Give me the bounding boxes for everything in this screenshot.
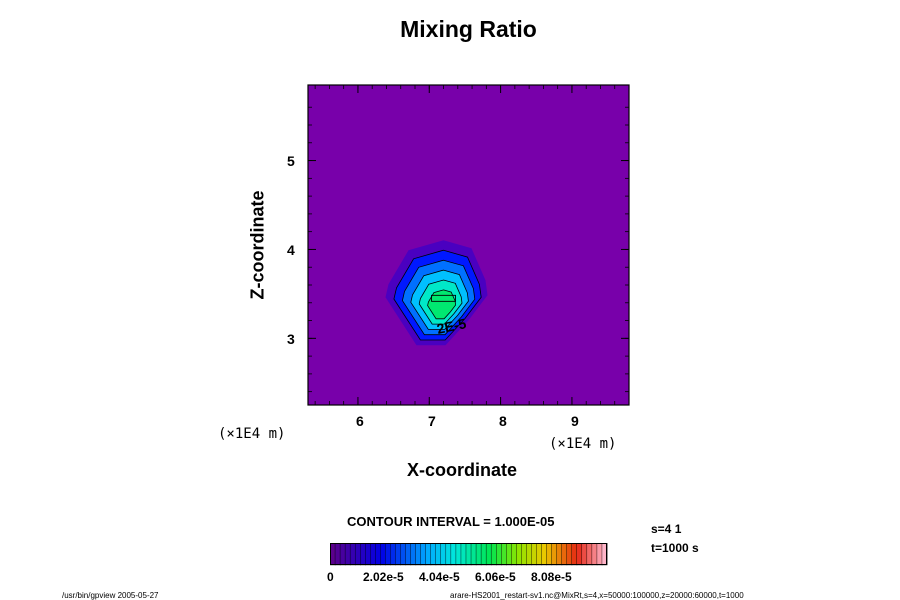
colorbar-cell (349, 543, 356, 566)
contour-label: 2E-5 (435, 315, 467, 337)
colorbar-cell (365, 543, 371, 566)
colorbar-cell (571, 543, 578, 566)
colorbar-cell (410, 543, 417, 566)
contour-interval: CONTOUR INTERVAL = 1.000E-05 (347, 514, 555, 529)
colorbar-cell (526, 543, 532, 566)
colorbar-cell (339, 543, 346, 566)
axis-ticks (308, 85, 629, 405)
colorbar-cell (395, 543, 402, 566)
colorbar-tick-1: 2.02e-5 (363, 570, 404, 584)
colorbar-cell (475, 543, 482, 566)
colorbar-cell (495, 543, 502, 566)
y-axis-unit: (×1E4 m) (218, 426, 286, 442)
y-tick-4: 4 (287, 242, 295, 258)
colorbar-cell (415, 543, 422, 566)
colorbar-cell (455, 543, 462, 566)
colorbar-cell (561, 543, 568, 566)
colorbar-cell (460, 543, 467, 566)
colorbar-cell (551, 543, 558, 566)
colorbar-cell (485, 543, 492, 566)
colorbar-cell (521, 543, 527, 566)
colorbar-cell (435, 543, 442, 566)
colorbar-cell (516, 543, 522, 566)
colorbar-cell (465, 543, 472, 566)
y-tick-3: 3 (287, 331, 295, 347)
colorbar-cell (546, 543, 553, 566)
colorbar-cell (511, 543, 517, 566)
contour-fills (308, 85, 629, 405)
colorbar-cell (400, 543, 407, 566)
colorbar-tick-0: 0 (327, 570, 334, 584)
colorbar-cell (425, 543, 432, 566)
colorbar-cell (375, 543, 381, 566)
colorbar-cell (405, 543, 412, 566)
y-tick-5: 5 (287, 153, 295, 169)
colorbar-cell (531, 543, 537, 566)
colorbar-tick-2: 4.04e-5 (419, 570, 460, 584)
colorbar-cell (506, 543, 512, 566)
colorbar-cell (390, 543, 396, 566)
colorbar-cell (360, 543, 366, 566)
time-info: t=1000 s (651, 541, 699, 555)
footer-right: arare-HS2001_restart-sv1.nc@MixRt,s=4,x=… (450, 591, 744, 600)
colorbar-tick-3: 6.06e-5 (475, 570, 516, 584)
colorbar-cell (380, 543, 386, 566)
colorbar-cell (556, 543, 563, 566)
colorbar-cell (490, 543, 497, 566)
colorbar-cell (470, 543, 477, 566)
colorbar-cell (576, 543, 583, 566)
colorbar-cell (334, 543, 341, 566)
colorbar (330, 543, 608, 566)
chart-title: Mixing Ratio (400, 16, 537, 42)
colorbar-cell (480, 543, 487, 566)
contour-fill-level-6 (427, 289, 457, 320)
colorbar-tick-4: 8.08e-5 (531, 570, 572, 584)
colorbar-cell (596, 543, 603, 566)
contour-fill-background (308, 85, 629, 405)
colorbar-cell (541, 543, 548, 566)
colorbar-cell (430, 543, 437, 566)
plot-frame (307, 84, 630, 406)
x-tick-7: 7 (428, 413, 436, 429)
x-axis-unit: (×1E4 m) (549, 436, 617, 452)
x-axis-label: X-coordinate (407, 460, 518, 480)
colorbar-cell (581, 543, 588, 566)
step-info: s=4 1 (651, 522, 682, 536)
colorbar-cell (344, 543, 351, 566)
colorbar-cell (440, 543, 447, 566)
colorbar-cell (354, 543, 361, 566)
x-tick-6: 6 (356, 413, 364, 429)
colorbar-cell (501, 543, 507, 566)
colorbar-cell (370, 543, 376, 566)
colorbar-cell (566, 543, 573, 566)
y-axis-label: Z-coordinate (247, 190, 268, 300)
colorbar-cell (591, 543, 598, 566)
footer-left: /usr/bin/gpview 2005-05-27 (62, 591, 159, 600)
colorbar-cell (586, 543, 593, 566)
x-tick-9: 9 (571, 413, 579, 429)
colorbar-cell (445, 543, 452, 566)
colorbar-cells (330, 543, 608, 566)
colorbar-cell (420, 543, 427, 566)
colorbar-cell (385, 543, 391, 566)
contour-fill-peak (431, 294, 456, 302)
x-tick-8: 8 (499, 413, 507, 429)
colorbar-cell (536, 543, 543, 566)
colorbar-cell (450, 543, 457, 566)
